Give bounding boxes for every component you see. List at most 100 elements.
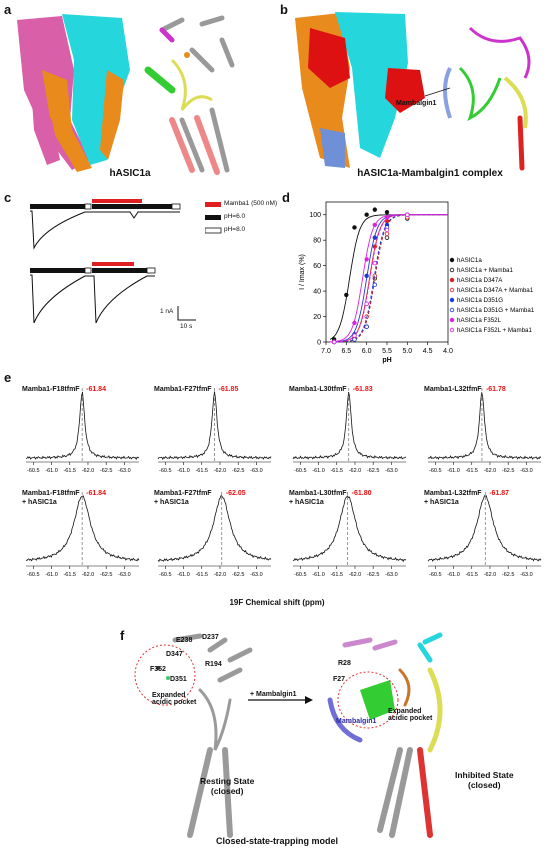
series-curve	[330, 214, 448, 343]
x-tick-label: -62.0	[349, 572, 362, 578]
x-tick-label: -60.5	[294, 572, 307, 578]
x-tick-label: 5.0	[402, 348, 412, 355]
legend-marker	[449, 317, 455, 323]
panel-f-state-right: Inhibited State (closed)	[455, 770, 514, 790]
data-point	[331, 339, 337, 345]
legend-marker	[449, 297, 455, 303]
x-tick-label: -62.0	[82, 468, 95, 474]
x-tick-label: -63.0	[118, 572, 131, 578]
data-point	[344, 292, 349, 298]
data-point	[384, 209, 390, 215]
x-tick-label: -62.0	[82, 572, 95, 578]
spectrum-trace	[157, 391, 272, 460]
nmr-title: Mamba1-L30tfmF	[289, 386, 347, 393]
nmr-peak-value: -61.85	[218, 386, 239, 393]
y-tick-label: 100	[309, 212, 321, 219]
nmr-spectrum: -60.5 -61.0 -61.5 -62.0 -62.5 -63.0	[25, 492, 140, 578]
x-tick-label: -62.5	[502, 468, 515, 474]
x-tick-label: -61.0	[45, 572, 58, 578]
x-tick-label: -61.5	[465, 572, 478, 578]
panel-e-spectra: -60.5 -61.0 -61.5 -62.0 -62.5 -63.0 Mamba1-F18…	[22, 386, 542, 578]
panel-f-res-d237: D237	[202, 634, 219, 641]
nmr-title-2: + hASIC1a	[289, 499, 324, 506]
nmr-peak-value: -61.78	[485, 386, 506, 393]
x-tick-label: 6.5	[341, 348, 351, 355]
panel-e-label: e	[4, 370, 12, 385]
panel-b-caption: hASIC1a-Mambalgin1 complex	[357, 168, 503, 179]
x-tick-label: -63.0	[250, 572, 263, 578]
panel-f-res-r194: R194	[205, 661, 222, 668]
x-tick-label: -62.5	[100, 468, 113, 474]
panel-f-res-f352: F352	[150, 666, 166, 673]
panel-b-callout: Mambalgin1	[396, 100, 437, 107]
panel-d-chart: 0 20 40 60 80 100 7.0 6.5 6.0 5.5 5.0 4.5 4.0 pH I / I…	[299, 201, 535, 364]
panel-b-label: b	[280, 2, 288, 17]
panel-f-structures	[134, 632, 443, 838]
nmr-spectrum: -60.5 -61.0 -61.5 -62.0 -62.5 -63.0	[26, 388, 140, 474]
nmr-title: Mamba1-F18tfmF	[22, 490, 80, 497]
nmr-title: Mamba1-L30tfmF	[289, 490, 347, 497]
legend-marker	[449, 257, 455, 263]
y-tick-label: 40	[313, 289, 321, 296]
panel-f-res-e238: E238	[176, 637, 193, 644]
panel-c-scale-y: 1 nA	[160, 308, 174, 315]
y-tick-label: 80	[313, 238, 321, 245]
data-point	[364, 212, 369, 217]
x-axis-label: pH	[382, 357, 391, 364]
x-tick-label: -63.0	[118, 468, 131, 474]
y-tick-label: 60	[313, 263, 321, 270]
panel-c-legend-ph6: pH=6.0	[224, 213, 246, 220]
data-point	[405, 212, 410, 217]
data-point	[372, 260, 377, 266]
x-tick-label: -62.5	[232, 572, 245, 578]
panel-f-res-f27: F27	[333, 676, 346, 683]
x-tick-label: -62.0	[484, 572, 497, 578]
nmr-title: Mamba1-F27tfmF	[154, 490, 212, 497]
x-tick-label: -62.0	[214, 572, 227, 578]
panel-c-label: c	[4, 190, 12, 205]
legend-marker	[449, 287, 455, 293]
y-tick-label: 20	[313, 314, 321, 321]
panel-f-arrow-text: + Mambalgin1	[250, 691, 297, 698]
data-point	[372, 282, 377, 287]
nmr-spectrum: -60.5 -61.0 -61.5 -62.0 -62.5 -63.0	[292, 492, 407, 578]
panel-e-xlabel: 19F Chemical shift (ppm)	[229, 598, 325, 607]
nmr-title-2: + hASIC1a	[154, 499, 189, 506]
spectrum-trace	[25, 495, 140, 562]
x-tick-label: -62.5	[232, 468, 245, 474]
x-tick-label: -61.5	[63, 572, 76, 578]
x-tick-label: -61.0	[312, 572, 325, 578]
x-tick-label: -61.0	[45, 468, 58, 474]
legend-marker	[449, 307, 455, 313]
panel-f-pocket-left: Expanded acidic pocket	[152, 692, 197, 706]
x-tick-label: -60.5	[294, 468, 307, 474]
x-tick-label: -62.5	[502, 572, 515, 578]
legend-entry: hASIC1a F352L	[457, 317, 502, 324]
spectrum-trace	[26, 391, 140, 461]
legend-entry: hASIC1a + Mamba1	[457, 267, 513, 274]
x-tick-label: -61.0	[177, 468, 190, 474]
nmr-peak-value: -62.05	[225, 490, 246, 497]
panel-a-caption: hASIC1a	[109, 168, 151, 179]
x-tick-label: 4.5	[423, 348, 433, 355]
legend-entry: hASIC1a D351G + Mamba1	[457, 307, 535, 314]
x-tick-label: -61.5	[465, 468, 478, 474]
nmr-peak-value: -61.83	[352, 386, 373, 393]
x-tick-label: -63.0	[385, 572, 398, 578]
panel-b-structure	[295, 12, 531, 171]
panel-f-pocket-right: Expanded acidic pocket	[388, 708, 433, 722]
legend-entry: hASIC1a	[457, 257, 482, 264]
x-tick-label: -61.0	[312, 468, 325, 474]
nmr-title: Mamba1-F18tfmF	[22, 386, 80, 393]
panel-c-legend-swatches	[205, 202, 222, 234]
panel-f-label: f	[120, 628, 125, 643]
spectrum-trace	[292, 495, 407, 563]
data-point	[364, 324, 369, 329]
x-tick-label: -60.5	[27, 572, 40, 578]
data-point	[352, 225, 357, 230]
x-tick-label: -62.5	[367, 572, 380, 578]
spectrum-trace	[292, 392, 407, 460]
legend-entry: hASIC1a D347A	[457, 277, 503, 284]
x-tick-label: -62.0	[484, 468, 497, 474]
spectrum-trace	[427, 495, 542, 562]
